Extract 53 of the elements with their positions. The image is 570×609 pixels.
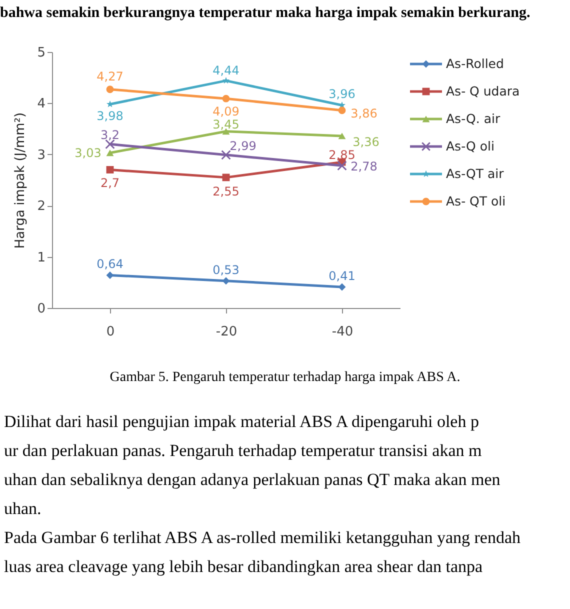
y-tick-label: 4 <box>37 96 46 112</box>
y-axis-title: Harga impak (J/mm²) <box>13 112 28 249</box>
data-label: 3,98 <box>96 109 124 124</box>
legend-label: As- Q udara <box>446 84 520 98</box>
point <box>222 94 230 102</box>
y-tick-label: 3 <box>37 148 46 163</box>
x-tick-label: 0 <box>106 324 115 340</box>
legend-label: As-Rolled <box>446 56 504 71</box>
data-label: 4,44 <box>212 64 240 78</box>
data-label: 4,27 <box>96 69 124 84</box>
point <box>222 174 230 182</box>
data-label: 0,64 <box>96 257 124 272</box>
legend-label: As-Q oli <box>446 138 494 154</box>
text: luas area cleavage yang lebih besar dibandingkan area shear dan tanpa <box>4 557 484 576</box>
point <box>338 283 346 291</box>
legend-label: As- QT oli <box>446 194 506 208</box>
data-label: 3,45 <box>212 117 240 132</box>
legend-label: As-QT air <box>446 166 505 181</box>
x-tick-label: -20 <box>216 324 238 340</box>
point <box>338 106 346 114</box>
data-label: 2,85 <box>328 148 356 162</box>
y-tick-label: 5 <box>37 46 46 60</box>
data-label: 4,09 <box>212 104 240 119</box>
data-label: 2,78 <box>350 160 378 174</box>
point <box>337 160 347 171</box>
data-label: 3,96 <box>328 87 356 102</box>
text: Gambar 5. Pengaruh temperatur terhadap harga impak ABS A. <box>110 370 460 385</box>
text: ur dan perlakuan panas. Pengaruh terhadap temperatur transisi akan m <box>4 441 482 460</box>
legend-label: As-Q. air <box>446 111 501 126</box>
y-tick-label: 1 <box>37 250 46 266</box>
text: uhan dan sebaliknya dengan adanya perlakuan panas QT maka akan men <box>4 470 501 489</box>
data-label: 2,7 <box>100 176 120 190</box>
y-tick-label: 2 <box>37 199 46 214</box>
data-label: 3,36 <box>352 134 380 149</box>
y-tick-label: 0 <box>37 302 46 316</box>
x-tick-label: -40 <box>332 324 354 340</box>
data-label: 2,99 <box>230 138 256 153</box>
text: bahwa semakin berkurangnya temperatur maka harga impak semakin berkurang. <box>0 5 530 21</box>
text: uhan. <box>4 499 42 518</box>
data-label: 3,2 <box>100 128 120 142</box>
point <box>221 150 231 160</box>
point <box>106 150 114 156</box>
text: Pada Gambar 6 terlihat ABS A as-rolled memiliki ketangguhan yang rendah <box>4 528 521 547</box>
data-label: 3,86 <box>350 106 378 120</box>
point <box>222 76 230 84</box>
point <box>106 86 114 94</box>
data-label: 2,55 <box>212 184 240 198</box>
point <box>106 166 114 174</box>
data-label: 0,41 <box>328 269 356 284</box>
data-label: 0,53 <box>212 262 240 277</box>
point <box>338 132 346 140</box>
text: Dilihat dari hasil pengujian impak material ABS A dipengaruhi oleh p <box>4 412 479 431</box>
data-label: 3,03 <box>74 146 102 160</box>
